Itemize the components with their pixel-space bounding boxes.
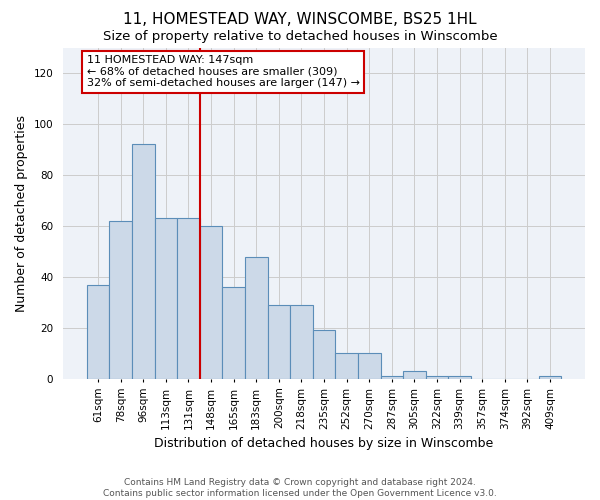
Bar: [132, 144, 155, 379]
Bar: [313, 330, 335, 379]
Bar: [155, 218, 177, 379]
Y-axis label: Number of detached properties: Number of detached properties: [15, 114, 28, 312]
Bar: [177, 218, 200, 379]
X-axis label: Distribution of detached houses by size in Winscombe: Distribution of detached houses by size …: [154, 437, 494, 450]
Bar: [539, 376, 561, 379]
Bar: [290, 305, 313, 379]
Bar: [403, 372, 425, 379]
Bar: [245, 256, 268, 379]
Text: 11, HOMESTEAD WAY, WINSCOMBE, BS25 1HL: 11, HOMESTEAD WAY, WINSCOMBE, BS25 1HL: [123, 12, 477, 28]
Bar: [268, 305, 290, 379]
Text: Contains HM Land Registry data © Crown copyright and database right 2024.
Contai: Contains HM Land Registry data © Crown c…: [103, 478, 497, 498]
Bar: [335, 354, 358, 379]
Bar: [223, 287, 245, 379]
Bar: [109, 221, 132, 379]
Bar: [425, 376, 448, 379]
Bar: [200, 226, 223, 379]
Bar: [448, 376, 471, 379]
Bar: [87, 284, 109, 379]
Text: 11 HOMESTEAD WAY: 147sqm
← 68% of detached houses are smaller (309)
32% of semi-: 11 HOMESTEAD WAY: 147sqm ← 68% of detach…: [87, 55, 360, 88]
Text: Size of property relative to detached houses in Winscombe: Size of property relative to detached ho…: [103, 30, 497, 43]
Bar: [380, 376, 403, 379]
Bar: [358, 354, 380, 379]
